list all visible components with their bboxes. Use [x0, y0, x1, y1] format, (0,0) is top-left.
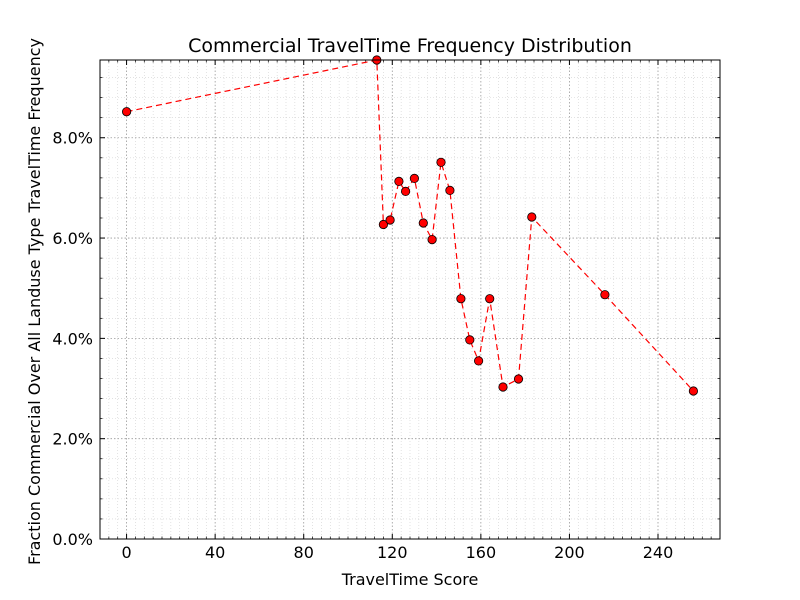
y-tick-label: 6.0% — [52, 229, 93, 248]
data-point — [436, 157, 446, 167]
x-tick-label: 80 — [294, 543, 314, 562]
y-tick-label: 0.0% — [52, 530, 93, 549]
y-tick-label: 8.0% — [52, 129, 93, 148]
data-point — [600, 290, 610, 300]
tick-labels: 0 40 80 120 160 200 240 0.0% 2.0% 4.0% 6.0% 8.0% — [52, 129, 673, 562]
data-point — [527, 212, 537, 222]
data-point — [485, 294, 495, 304]
data-point — [513, 374, 524, 384]
x-tick-label: 0 — [121, 543, 131, 562]
x-tick-label: 200 — [554, 543, 585, 562]
data-point — [400, 186, 411, 196]
data-point — [418, 218, 428, 228]
minor-grid — [99, 60, 721, 539]
data-point — [456, 294, 466, 304]
data-point — [394, 176, 404, 186]
y-tick-label: 4.0% — [52, 329, 93, 348]
data-point — [385, 215, 395, 225]
x-tick-label: 120 — [377, 543, 408, 562]
data-point — [409, 173, 419, 183]
y-axis-label: Fraction Commercial Over All Landuse Typ… — [25, 38, 44, 565]
data-point — [378, 219, 388, 230]
x-tick-label: 240 — [643, 543, 674, 562]
y-tick-label: 2.0% — [52, 430, 93, 449]
data-point — [498, 382, 508, 392]
data-point — [122, 107, 132, 117]
data-point — [465, 335, 475, 345]
major-grid — [100, 60, 720, 540]
data-point — [473, 356, 484, 366]
chart-title: Commercial TravelTime Frequency Distribu… — [188, 35, 632, 57]
data-point — [445, 185, 455, 195]
series-layer — [122, 55, 699, 396]
data-point — [688, 386, 699, 396]
series-line — [126, 59, 694, 392]
x-tick-label: 160 — [466, 543, 497, 562]
data-point — [427, 235, 437, 245]
plot-frame — [99, 59, 721, 540]
axis-ticks — [99, 60, 721, 540]
x-axis-label: TravelTime Score — [341, 570, 479, 589]
x-tick-label: 40 — [205, 543, 225, 562]
